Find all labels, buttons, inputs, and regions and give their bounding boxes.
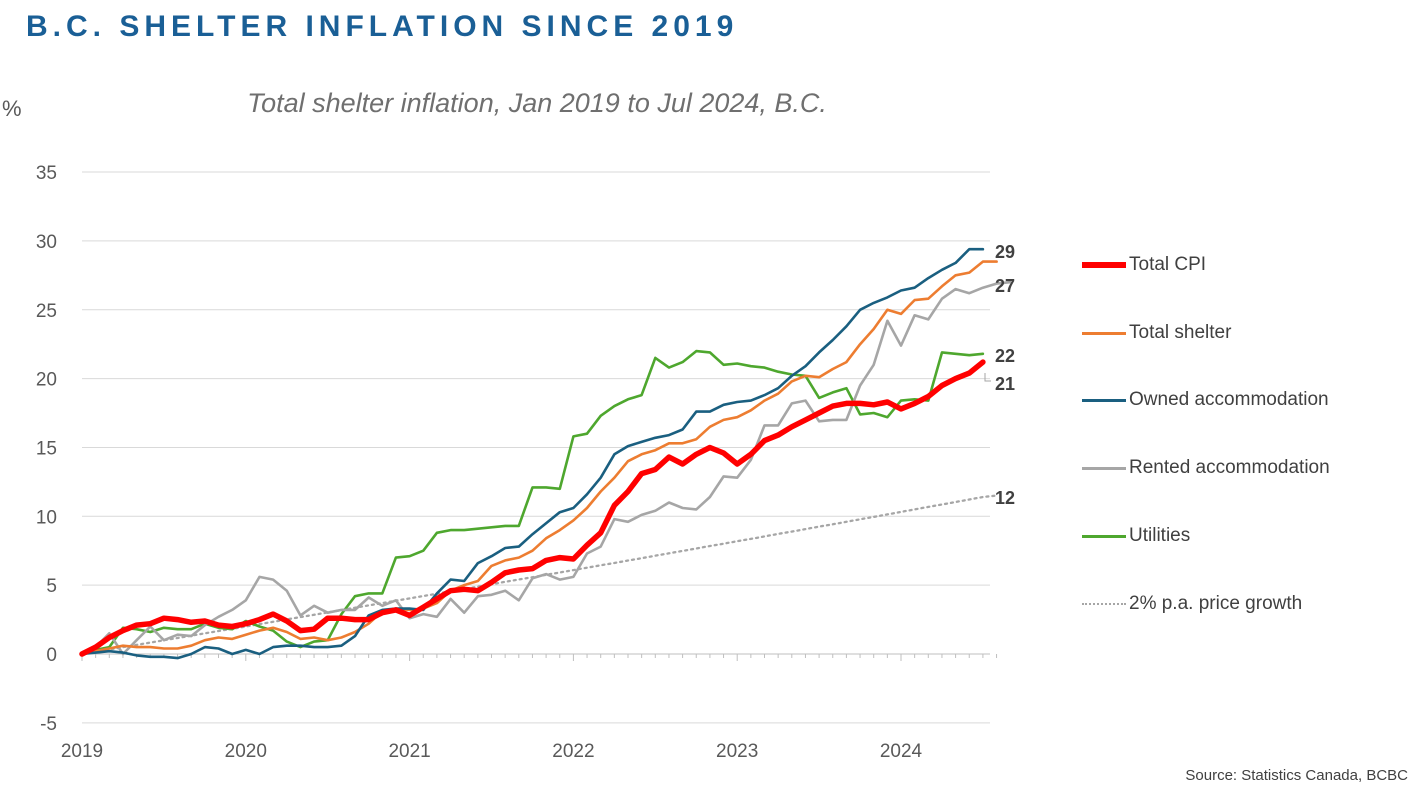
y-tick-label: 35 (36, 163, 57, 184)
legend-swatch (1082, 398, 1126, 402)
legend-item: Total shelter (1082, 321, 1231, 345)
legend-swatch (1082, 466, 1126, 470)
y-axis-unit-label: % (2, 96, 22, 121)
series-line (80, 260, 998, 656)
y-tick-label: 20 (36, 370, 57, 391)
end-value-label: 27 (995, 276, 1015, 296)
legend-item: Owned accommodation (1082, 388, 1329, 412)
y-tick-label: 0 (46, 645, 57, 666)
end-label-leader (984, 373, 991, 382)
legend-item: 2% p.a. price growth (1082, 592, 1302, 616)
x-tick-label: 2023 (716, 741, 758, 762)
x-tick-label: 2021 (388, 741, 430, 762)
x-tick-label: 2020 (225, 741, 267, 762)
end-value-label: 12 (995, 488, 1015, 508)
series-line (80, 280, 1012, 656)
legend-item: Total CPI (1082, 253, 1206, 277)
series-line (80, 349, 985, 656)
legend-item: Rented accommodation (1082, 456, 1330, 480)
legend-label: Utilities (1129, 525, 1191, 546)
y-tick-label: -5 (40, 714, 57, 735)
legend-swatch (1082, 262, 1126, 268)
y-tick-label: 25 (36, 301, 57, 322)
legend-item: Utilities (1082, 524, 1190, 548)
x-tick-label: 2024 (880, 741, 923, 762)
chart-legend: Total CPI Total shelter Owned accommodatio… (1082, 0, 1412, 788)
legend-swatch (1082, 331, 1126, 335)
legend-label: Rented accommodation (1129, 457, 1330, 478)
y-tick-label: 30 (36, 232, 57, 253)
x-tick-label: 2019 (61, 741, 103, 762)
legend-label: 2% p.a. price growth (1129, 593, 1303, 614)
x-tick-label: 2022 (552, 741, 594, 762)
y-tick-label: 15 (36, 438, 57, 459)
page-title: B.C. SHELTER INFLATION SINCE 2019 (26, 10, 739, 43)
legend-swatch (1082, 534, 1126, 538)
legend-label: Owned accommodation (1129, 389, 1329, 410)
y-tick-label: 10 (36, 507, 57, 528)
legend-label: Total CPI (1129, 254, 1207, 275)
end-value-label: 22 (995, 346, 1015, 366)
series-line (79, 359, 986, 657)
legend-label: Total shelter (1129, 322, 1232, 343)
source-note: Source: Statistics Canada, BCBC (1185, 767, 1408, 784)
y-tick-label: 5 (46, 576, 57, 597)
chart-subtitle: Total shelter inflation, Jan 2019 to Jul… (247, 88, 827, 118)
line-chart: -5 0 5 10 15 20 25 30 35 2019 2020 2021 2022 2023 2024… (36, 163, 1015, 762)
legend-swatch (1082, 603, 1126, 605)
series-line (80, 247, 985, 660)
end-value-label: 21 (995, 374, 1015, 394)
series-line (80, 494, 998, 656)
end-value-label: 29 (995, 242, 1015, 262)
